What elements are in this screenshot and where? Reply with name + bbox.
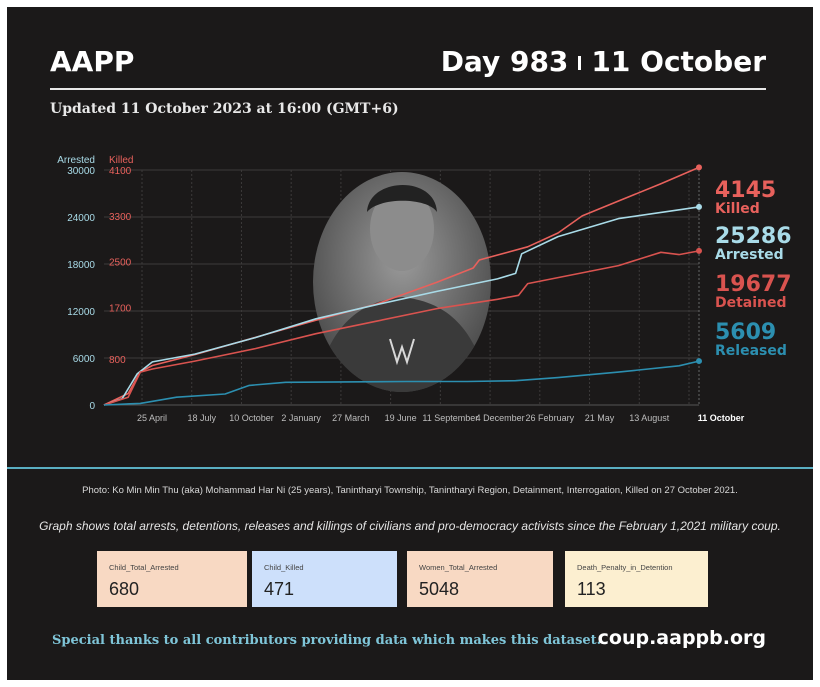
series-line-released (103, 360, 700, 406)
chart-axes: 30000 24000 18000 12000 6000 0 4100 3300 2500 170… (57, 155, 745, 423)
updated-timestamp: Updated 11 October 2023 at 16:00 (GMT+6) (50, 101, 399, 117)
series-line-detained (103, 250, 700, 406)
y-axis-label-arrested: Arrested (57, 155, 95, 166)
stat-value: 471 (264, 579, 295, 599)
end-name-released: Released (715, 343, 787, 359)
cumulative-line-chart: 30000 24000 18000 12000 6000 0 4100 3300 2500 170… (57, 155, 792, 423)
stat-value: 680 (109, 579, 140, 599)
stat-label: Child_Killed (264, 563, 304, 572)
y-tick-killed: 3300 (109, 212, 132, 223)
end-value-killed: 4145 (715, 178, 776, 203)
photo-caption: Photo: Ko Min Min Thu (aka) Mohammad Har… (82, 485, 738, 496)
x-tick-label: 11 October (698, 413, 745, 423)
x-tick-label: 4 December (476, 413, 525, 423)
y-tick-killed: 1700 (109, 304, 132, 315)
stat-card-death-penalty: Death_Penalty_in_Detention 113 (565, 551, 708, 607)
y-tick-arrested: 30000 (67, 166, 95, 177)
end-value-released: 5609 (715, 320, 776, 345)
stat-value: 5048 (419, 579, 460, 599)
stat-card-child-killed: Child_Killed 471 (252, 551, 397, 607)
graph-description: Graph shows total arrests, detentions, r… (39, 519, 781, 533)
day-counter: Day 983 11 October (441, 45, 766, 78)
x-tick-label: 25 April (137, 413, 167, 423)
x-tick-label: 11 September (422, 413, 478, 423)
end-value-arrested: 25286 (715, 224, 792, 249)
x-tick-label: 18 July (187, 413, 216, 423)
portrait-hair (367, 184, 437, 212)
stat-label: Women_Total_Arrested (419, 563, 498, 572)
series-line-arrested (103, 206, 700, 406)
x-tick-label: 10 October (229, 413, 274, 423)
y-tick-arrested: 12000 (67, 307, 95, 318)
end-name-detained: Detained (715, 295, 787, 311)
thanks-note: Special thanks to all contributors provi… (52, 633, 602, 648)
x-tick-label: 26 February (526, 413, 575, 423)
y-tick-arrested: 0 (89, 401, 95, 412)
day-date: 11 October (591, 45, 766, 78)
org-title: AAPP (50, 45, 135, 78)
chart-series (103, 164, 702, 406)
x-tick-label: 27 March (332, 413, 370, 423)
series-end-dot-arrested (696, 203, 702, 210)
header-rule (50, 88, 766, 90)
x-tick-label: 2 January (281, 413, 321, 423)
end-value-detained: 19677 (715, 272, 792, 297)
section-divider (7, 467, 813, 469)
y-axis-label-killed: Killed (109, 155, 133, 166)
stat-label: Child_Total_Arrested (109, 563, 179, 572)
x-tick-label: 19 June (385, 413, 417, 423)
series-end-dot-released (696, 358, 702, 365)
day-number: Day 983 (440, 45, 569, 78)
series-end-dot-detained (696, 247, 702, 254)
x-tick-label: 13 August (629, 413, 670, 423)
stat-card-child-arrested: Child_Total_Arrested 680 (97, 551, 247, 607)
x-tick-label: 21 May (585, 413, 615, 423)
portrait-face (370, 187, 434, 271)
y-tick-killed: 800 (109, 355, 126, 366)
separator-bar (578, 56, 582, 70)
series-end-dot-killed (696, 164, 702, 171)
stat-card-women-arrested: Women_Total_Arrested 5048 (407, 551, 553, 607)
stat-label: Death_Penalty_in_Detention (577, 563, 673, 572)
end-name-arrested: Arrested (715, 247, 784, 263)
y-tick-arrested: 18000 (67, 260, 95, 271)
portrait-shirt-logo (389, 338, 415, 366)
series-line-killed (103, 166, 700, 406)
stat-value: 113 (577, 579, 606, 599)
portrait-photo (313, 172, 491, 392)
y-tick-arrested: 6000 (73, 354, 96, 365)
y-tick-killed: 2500 (109, 258, 132, 269)
end-name-killed: Killed (715, 201, 760, 217)
y-tick-arrested: 24000 (67, 213, 95, 224)
website-link[interactable]: coup.aappb.org (597, 627, 766, 649)
infographic-panel: AAPP Day 983 11 October Updated 11 Octobe… (7, 7, 813, 680)
y-tick-killed: 4100 (109, 166, 132, 177)
